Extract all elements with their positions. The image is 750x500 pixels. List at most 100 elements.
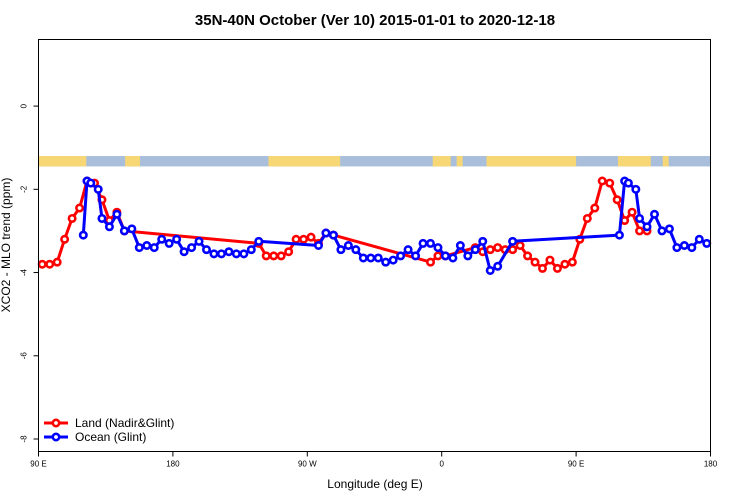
ocean-series-point [358, 253, 368, 263]
land-segment [662, 156, 669, 167]
ocean-series-point [202, 245, 212, 255]
ocean-series-point [209, 249, 219, 259]
ocean-series-point [642, 222, 652, 232]
legend: Land (Nadir&Glint)Ocean (Glint) [44, 416, 174, 444]
land-series-point [493, 243, 503, 253]
ocean-series-point [366, 253, 376, 263]
ocean-series-point [157, 234, 167, 244]
ocean-series-point [254, 236, 264, 246]
ocean-series-point [104, 222, 114, 232]
land-ocean-strip [38, 156, 711, 167]
ocean-series-point [343, 241, 353, 251]
land-series-point [433, 251, 443, 261]
ocean-series-point [425, 238, 435, 248]
land-series-point [590, 203, 600, 213]
land-series-point [515, 241, 525, 251]
ocean-series-point [336, 245, 346, 255]
land-series-point [537, 263, 547, 273]
y-axis-label: XCO2 - MLO trend (ppm) [0, 178, 13, 313]
y-tick-label: -4 [20, 268, 29, 276]
ocean-series-point [164, 238, 174, 248]
land-series-point [291, 234, 301, 244]
ocean-series-point [702, 238, 712, 248]
land-series-point [485, 245, 495, 255]
land-segment [432, 156, 451, 167]
x-tick-label: 90 E [568, 460, 584, 469]
ocean-series-point [179, 247, 189, 257]
land-series-point [582, 213, 592, 223]
land-series-point [605, 178, 615, 188]
ocean-series-point [373, 253, 383, 263]
ocean-series-point [119, 226, 129, 236]
land-series-point [37, 259, 47, 269]
x-tick-label: 180 [704, 460, 718, 469]
land-series-point [597, 176, 607, 186]
ocean-series-point [508, 236, 518, 246]
ocean-series-point [493, 261, 503, 271]
land-series-point [627, 207, 637, 217]
land-series-point [612, 195, 622, 205]
ocean-series-point [149, 243, 159, 253]
x-tick-label: 180 [166, 460, 180, 469]
ocean-series-point [134, 243, 144, 253]
land-series-point [567, 257, 577, 267]
ocean-series-point [388, 255, 398, 265]
ocean-series-point [194, 236, 204, 246]
land-segment [486, 156, 577, 167]
ocean-series-point [97, 213, 107, 223]
legend-ocean-marker [51, 432, 61, 442]
ocean-series-point [313, 241, 323, 251]
ocean-series-point [86, 178, 96, 188]
ocean-series-point [418, 238, 428, 248]
ocean-series-point [93, 184, 103, 194]
land-series-point [560, 259, 570, 269]
ocean-series-point [411, 251, 421, 261]
ocean-series-point [78, 230, 88, 240]
series-layer [37, 176, 712, 275]
ocean-series-point [142, 241, 152, 251]
ocean-series-point [112, 209, 122, 219]
ocean-series-point [328, 230, 338, 240]
ocean-series-point [649, 209, 659, 219]
ocean-series-point [463, 251, 473, 261]
plot-frame [38, 39, 711, 452]
ocean-series-point [187, 243, 197, 253]
ocean-series-point [657, 226, 667, 236]
chart-title: 35N-40N October (Ver 10) 2015-01-01 to 2… [195, 12, 555, 29]
ocean-series-point [216, 249, 226, 259]
ocean-series-point [470, 245, 480, 255]
land-series-point [284, 247, 294, 257]
y-tick-label: -8 [20, 435, 29, 443]
ocean-series-point [321, 228, 331, 238]
land-segment [125, 156, 141, 167]
ocean-series-point [396, 251, 406, 261]
ocean-strip [38, 156, 711, 167]
ocean-series-point [231, 249, 241, 259]
land-series-point [269, 251, 279, 261]
x-axis-label: Longitude (deg E) [327, 477, 422, 491]
land-segment [617, 156, 651, 167]
axes: 90 E 180 90 W 0 90 E 180 0 -2 -4 -6 -8 [20, 103, 718, 468]
ocean-series-point [127, 224, 137, 234]
ocean-series-point [687, 243, 697, 253]
ocean-series-point [672, 243, 682, 253]
ocean-series-point [485, 265, 495, 275]
ocean-series-point [351, 245, 361, 255]
ocean-series-point [448, 253, 458, 263]
land-series-point [523, 251, 533, 261]
land-series-point [508, 245, 518, 255]
y-tick-label: -2 [20, 185, 29, 193]
ocean-series-point [455, 241, 465, 251]
legend-land-marker [51, 418, 61, 428]
ocean-series-point [631, 184, 641, 194]
land-series-point [75, 203, 85, 213]
ocean-series-point [623, 178, 633, 188]
x-tick-label: 0 [439, 460, 444, 469]
ocean-series-point [246, 245, 256, 255]
ocean-series-point [635, 213, 645, 223]
ocean-series-point [381, 257, 391, 267]
ocean-series-point [239, 249, 249, 259]
land-series-point [425, 257, 435, 267]
land-series-point [299, 234, 309, 244]
